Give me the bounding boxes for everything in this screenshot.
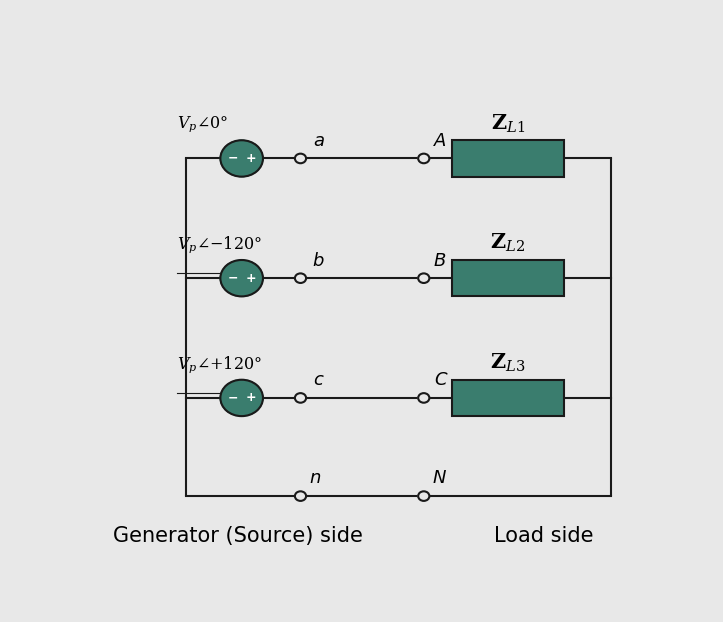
- Text: −: −: [228, 272, 238, 285]
- Text: n: n: [309, 470, 321, 488]
- Text: $\mathbf{Z}_{L1}$: $\mathbf{Z}_{L1}$: [491, 112, 525, 134]
- Text: +: +: [245, 272, 256, 285]
- Text: b: b: [313, 251, 324, 269]
- Text: C: C: [434, 371, 447, 389]
- Text: $V_p\angle{+120°}$: $V_p\angle{+120°}$: [177, 354, 262, 375]
- Circle shape: [295, 491, 306, 501]
- Circle shape: [418, 154, 429, 163]
- Text: N: N: [433, 470, 446, 488]
- Circle shape: [295, 154, 306, 163]
- Bar: [452, 379, 564, 416]
- Circle shape: [295, 393, 306, 402]
- Text: −: −: [228, 152, 238, 165]
- Circle shape: [418, 274, 429, 283]
- Circle shape: [221, 140, 263, 177]
- Bar: [452, 140, 564, 177]
- Text: −: −: [228, 391, 238, 404]
- Text: $\mathbf{Z}_{L3}$: $\mathbf{Z}_{L3}$: [490, 351, 526, 374]
- Text: $\mathbf{Z}_{L2}$: $\mathbf{Z}_{L2}$: [490, 232, 526, 254]
- Circle shape: [221, 260, 263, 297]
- Text: $V_p\angle0°$: $V_p\angle0°$: [177, 114, 228, 134]
- Text: a: a: [313, 132, 324, 150]
- Circle shape: [418, 393, 429, 402]
- Circle shape: [418, 491, 429, 501]
- Text: B: B: [434, 251, 446, 269]
- Text: +: +: [245, 391, 256, 404]
- Text: Load side: Load side: [494, 526, 594, 546]
- Bar: [452, 260, 564, 297]
- Text: $V_p\angle{-120°}$: $V_p\angle{-120°}$: [177, 234, 262, 255]
- Text: c: c: [313, 371, 322, 389]
- Circle shape: [295, 274, 306, 283]
- Text: Generator (Source) side: Generator (Source) side: [113, 526, 363, 546]
- Text: A: A: [434, 132, 446, 150]
- Text: +: +: [245, 152, 256, 165]
- Circle shape: [221, 379, 263, 416]
